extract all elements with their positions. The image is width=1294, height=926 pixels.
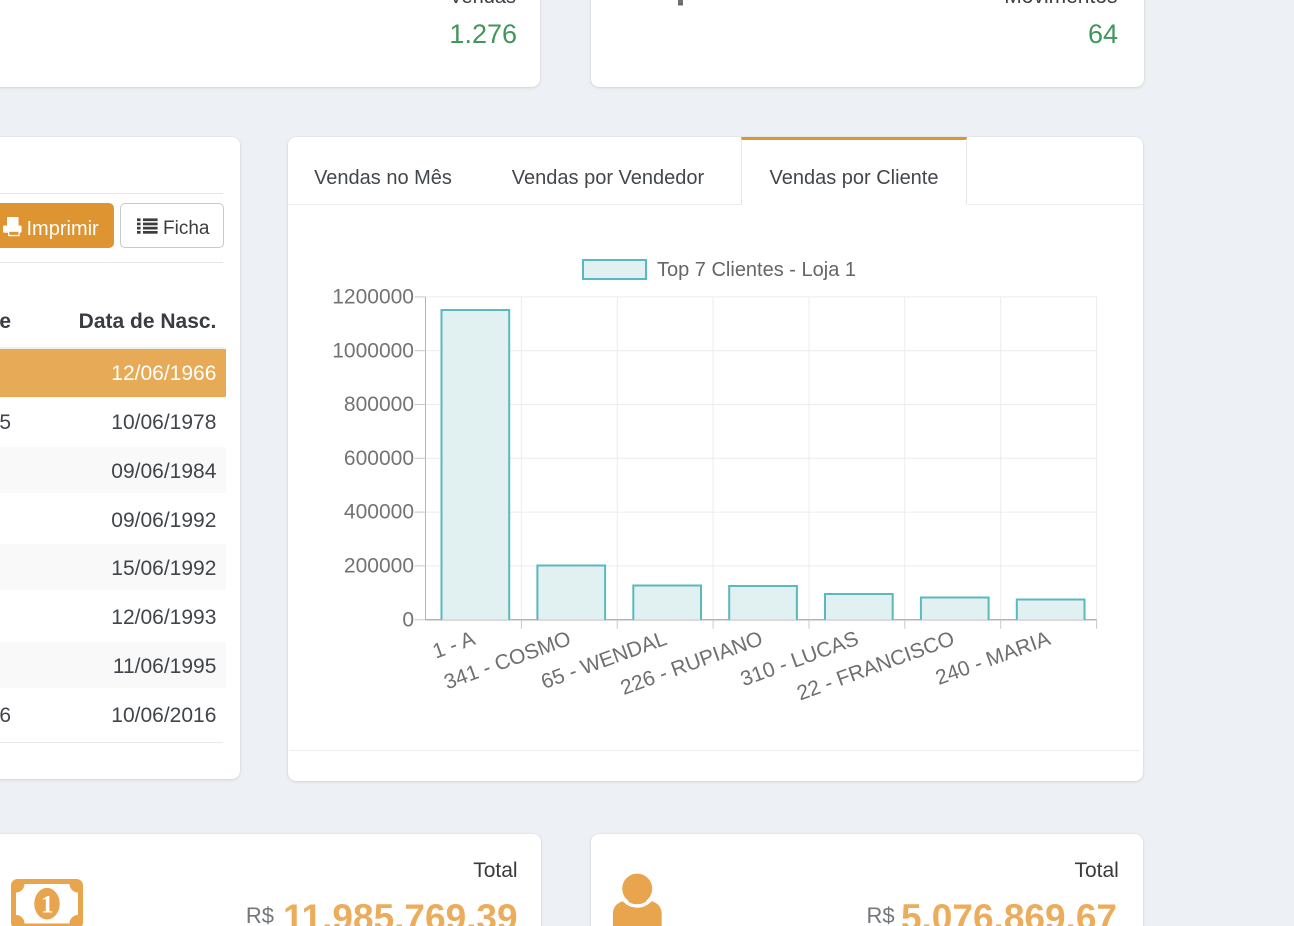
svg-text:800000: 800000 [344, 393, 414, 416]
svg-text:0: 0 [402, 608, 414, 631]
svg-text:1000000: 1000000 [332, 339, 414, 362]
svg-text:1 - A: 1 - A [430, 627, 478, 663]
svg-text:1: 1 [41, 891, 54, 918]
svg-text:200000: 200000 [344, 555, 414, 578]
svg-text:400000: 400000 [344, 501, 414, 524]
svg-text:1200000: 1200000 [332, 286, 414, 309]
svg-text:600000: 600000 [344, 447, 414, 470]
svg-text:22 - FRANCISCO: 22 - FRANCISCO [794, 627, 958, 705]
